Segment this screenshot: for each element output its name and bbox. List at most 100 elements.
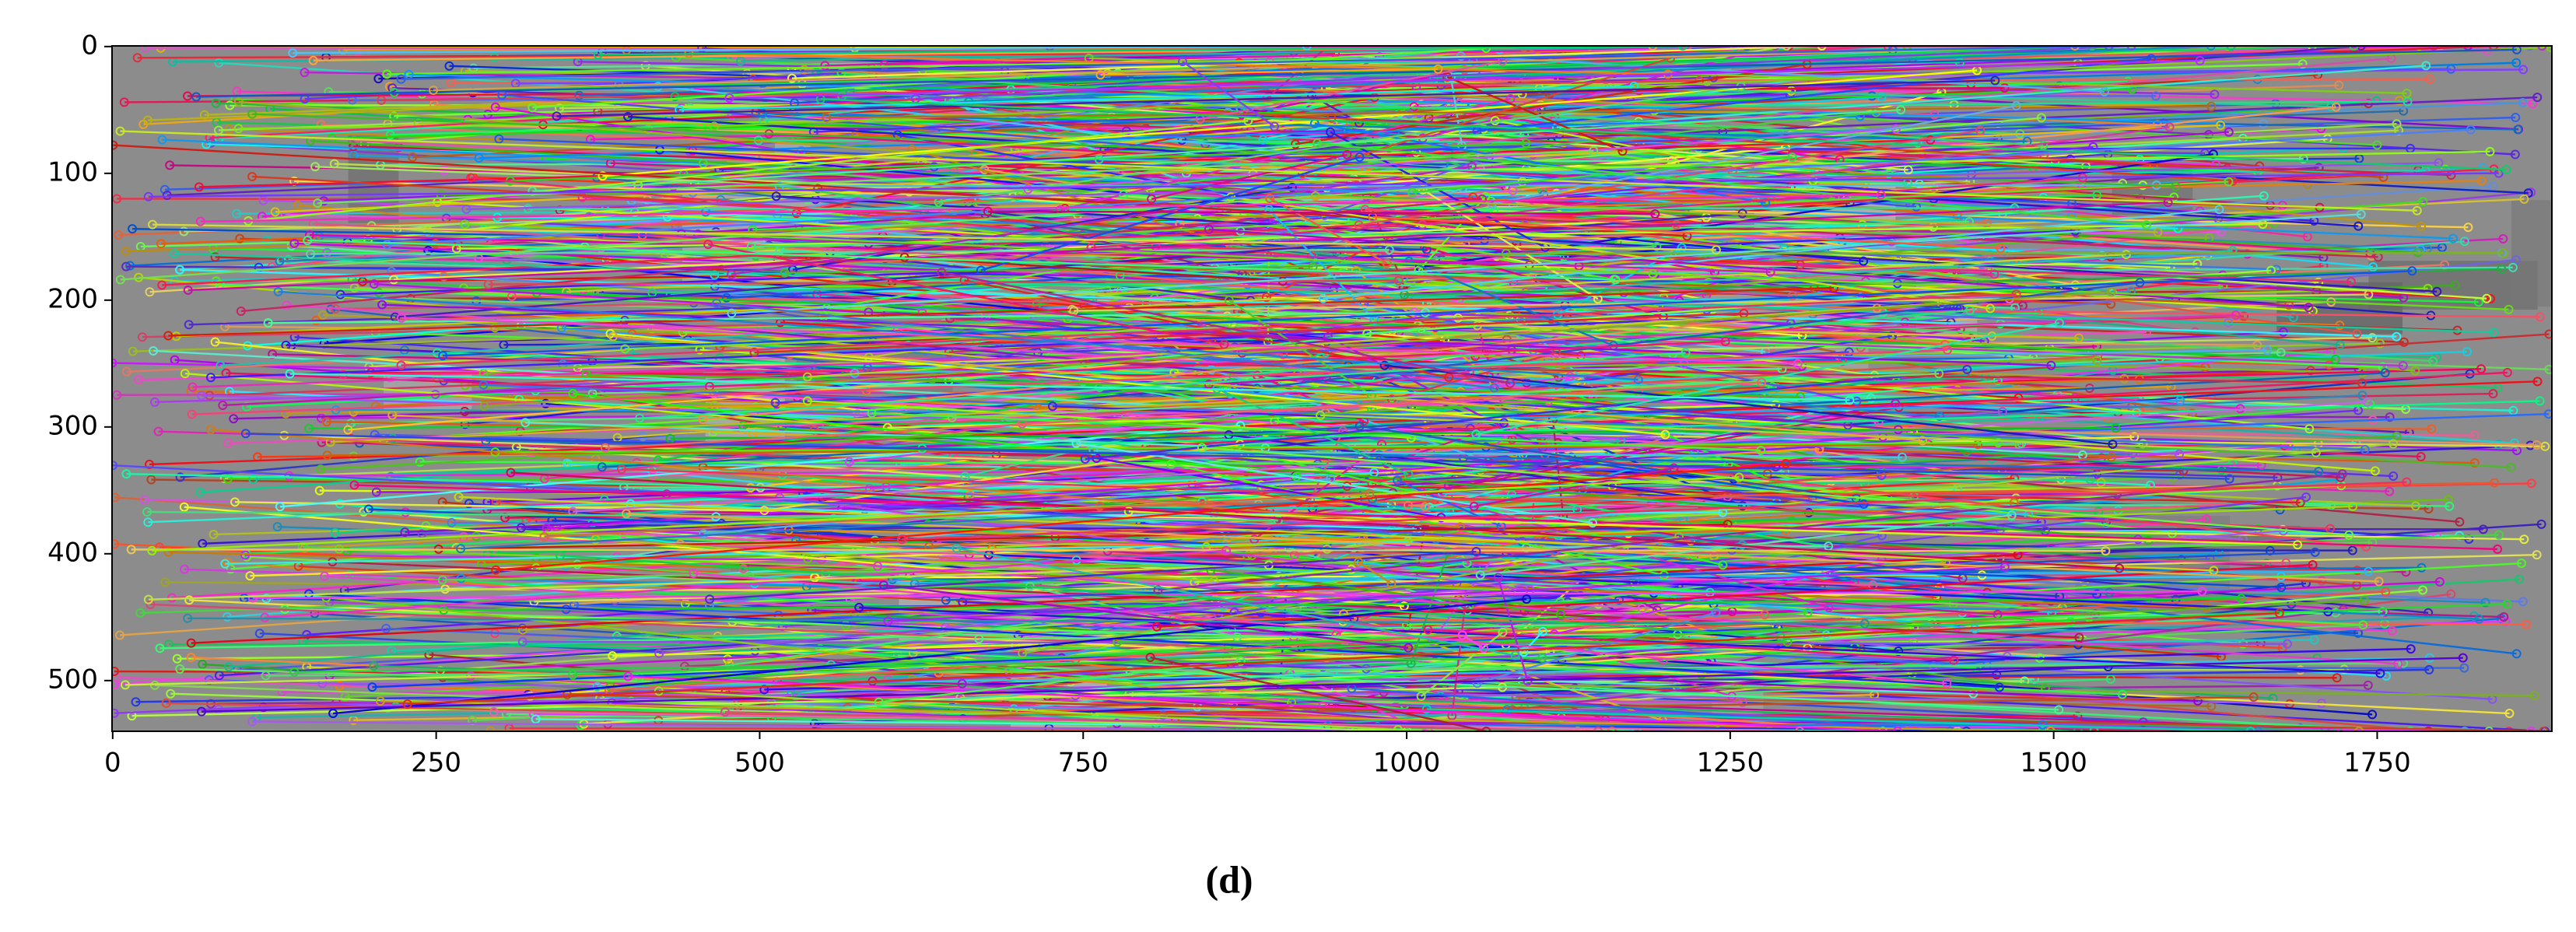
keypoint bbox=[1677, 46, 1688, 51]
match-line bbox=[516, 446, 1392, 506]
keypoint bbox=[2038, 727, 2048, 731]
match-line bbox=[464, 223, 2509, 311]
keypoint bbox=[2175, 449, 2185, 459]
keypoint bbox=[2375, 338, 2385, 349]
match-line bbox=[559, 554, 1781, 638]
keypoint bbox=[2428, 356, 2438, 366]
keypoint bbox=[2410, 501, 2420, 511]
keypoint bbox=[736, 56, 746, 66]
keypoint bbox=[1355, 421, 1365, 431]
keypoint bbox=[369, 279, 379, 289]
match-line bbox=[401, 317, 1798, 365]
keypoint bbox=[2387, 625, 2397, 636]
keypoint bbox=[531, 714, 541, 724]
match-line bbox=[210, 429, 1460, 528]
keypoint bbox=[175, 265, 185, 275]
keypoint bbox=[1404, 643, 1414, 653]
keypoint bbox=[186, 638, 196, 648]
match-line bbox=[495, 441, 1999, 454]
match-line bbox=[710, 550, 1477, 601]
match-line bbox=[1406, 562, 2522, 626]
keypoint bbox=[147, 545, 157, 555]
keypoint bbox=[2511, 112, 2521, 122]
keypoint bbox=[121, 680, 131, 690]
keypoint bbox=[1178, 57, 1188, 67]
keypoint bbox=[1258, 135, 1268, 145]
keypoint bbox=[1505, 378, 1516, 388]
keypoint bbox=[131, 697, 141, 707]
keypoint bbox=[577, 192, 587, 202]
keypoint bbox=[226, 564, 236, 574]
keypoint bbox=[2359, 595, 2369, 605]
keypoint bbox=[867, 408, 877, 419]
keypoint bbox=[2364, 566, 2374, 576]
keypoint bbox=[1894, 646, 1904, 657]
match-line bbox=[148, 172, 2499, 198]
match-line bbox=[196, 48, 2517, 98]
keypoint bbox=[2344, 530, 2354, 540]
keypoint bbox=[941, 622, 951, 632]
match-line bbox=[1446, 75, 1623, 152]
keypoint bbox=[2532, 550, 2542, 560]
keypoint bbox=[112, 140, 118, 150]
keypoint bbox=[1589, 145, 1599, 156]
keypoint bbox=[2392, 331, 2402, 342]
keypoint bbox=[478, 380, 489, 390]
keypoint bbox=[698, 159, 708, 169]
keypoint bbox=[306, 249, 316, 259]
keypoint bbox=[369, 660, 379, 671]
keypoint bbox=[2398, 361, 2408, 371]
keypoint bbox=[1442, 72, 1453, 82]
y-tick-label: 0 bbox=[81, 30, 98, 61]
match-line bbox=[442, 541, 2373, 581]
keypoint bbox=[2521, 619, 2531, 629]
keypoint bbox=[1398, 273, 1408, 283]
keypoint bbox=[721, 293, 731, 303]
match-line bbox=[120, 180, 1523, 281]
keypoint bbox=[2406, 727, 2416, 731]
keypoint bbox=[112, 539, 120, 549]
keypoint bbox=[2226, 46, 2236, 51]
keypoint bbox=[1270, 121, 1280, 131]
match-line bbox=[443, 270, 2413, 357]
keypoint bbox=[156, 239, 166, 249]
match-line bbox=[625, 326, 1235, 350]
keypoint bbox=[2416, 221, 2426, 231]
keypoint bbox=[2126, 46, 2136, 51]
match-line bbox=[223, 352, 1242, 407]
match-line bbox=[184, 372, 1613, 488]
match-line bbox=[1379, 412, 2549, 456]
keypoint bbox=[205, 425, 216, 435]
keypoint bbox=[1235, 421, 1246, 431]
keypoint bbox=[2332, 673, 2342, 683]
keypoint bbox=[1472, 321, 1482, 331]
keypoint bbox=[142, 507, 152, 517]
keypoint bbox=[1787, 152, 1797, 163]
keypoint bbox=[1423, 625, 1433, 635]
keypoint bbox=[1302, 46, 1312, 51]
match-line bbox=[401, 46, 2109, 80]
keypoint bbox=[1993, 437, 2003, 447]
keypoint bbox=[281, 408, 291, 419]
keypoint bbox=[983, 206, 993, 216]
match-line bbox=[245, 554, 1744, 569]
match-line bbox=[826, 105, 2212, 119]
keypoint bbox=[2466, 124, 2476, 135]
keypoint bbox=[1952, 727, 1962, 731]
match-line bbox=[1269, 61, 1301, 77]
keypoint bbox=[461, 204, 471, 214]
keypoint bbox=[1425, 502, 1435, 512]
x-tick-label: 1750 bbox=[2343, 748, 2411, 779]
keypoint bbox=[2462, 347, 2472, 357]
keypoint bbox=[149, 397, 159, 407]
keypoint bbox=[2498, 233, 2508, 244]
keypoint bbox=[727, 308, 737, 318]
keypoint bbox=[1386, 468, 1396, 478]
keypoint bbox=[2421, 61, 2431, 71]
match-line bbox=[980, 156, 1360, 272]
keypoint bbox=[541, 398, 551, 408]
keypoint bbox=[218, 400, 228, 410]
keypoint bbox=[1151, 622, 1162, 632]
keypoint bbox=[1420, 502, 1430, 512]
match-line bbox=[573, 603, 2508, 676]
